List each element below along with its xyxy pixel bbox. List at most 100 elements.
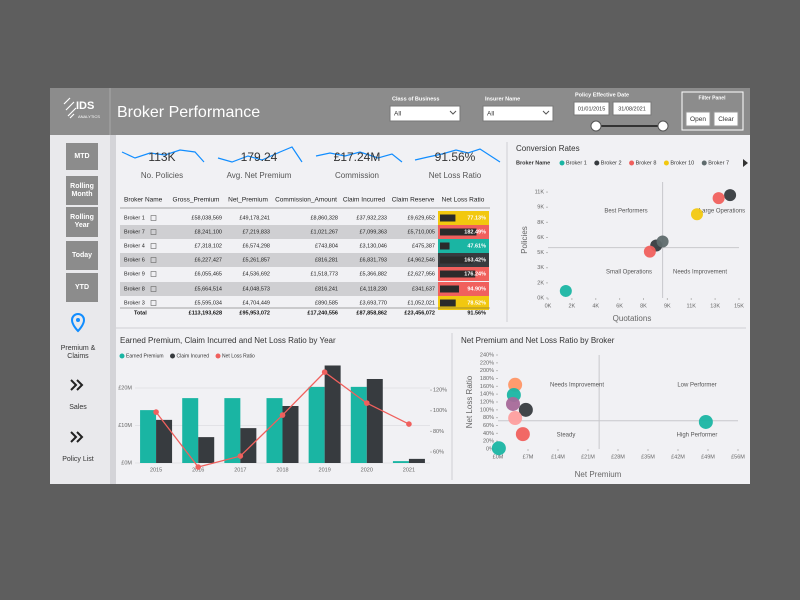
expand-icon[interactable] [150, 257, 157, 263]
table-cell: £37,932,233 [356, 215, 387, 221]
bar [282, 405, 299, 463]
loss-ratio-bar [440, 256, 473, 264]
y-tick-label: £10M [118, 423, 132, 429]
kpi-value: 91.56% [435, 150, 476, 164]
legend-swatch [215, 353, 221, 359]
y-tick-label: 9K [537, 205, 544, 211]
y2-tick-label: 60% [433, 450, 444, 456]
period-button[interactable]: Today [66, 241, 98, 270]
period-button[interactable]: MTD [66, 143, 98, 170]
x-tick-label: 8K [640, 303, 647, 309]
legend-swatch [701, 160, 707, 166]
loss-ratio-bar [440, 214, 456, 222]
bar [366, 378, 383, 463]
table-row [120, 282, 438, 296]
table-cell: £6,227,427 [194, 257, 222, 263]
period-button[interactable]: YTD [66, 273, 98, 302]
table-cell: £4,962,546 [407, 257, 435, 263]
date-slider-handle[interactable] [657, 120, 669, 132]
total-cell: 91.56% [467, 310, 486, 316]
date-slider-handle[interactable] [590, 120, 602, 132]
table-cell: £1,021,267 [310, 229, 338, 235]
bar [392, 461, 409, 463]
date-input[interactable] [612, 101, 652, 116]
x-tick-label: 6K [616, 303, 623, 309]
expand-icon[interactable] [150, 286, 157, 292]
y-tick-label: 100% [480, 407, 494, 413]
filter-dropdown[interactable] [389, 105, 461, 122]
legend-scroll-arrow[interactable] [743, 159, 748, 167]
table-cell: £1,518,773 [310, 271, 338, 277]
y-tick-label: 20% [483, 439, 494, 445]
date-value: 01/01/2015 [578, 106, 606, 112]
filter-panel-button-label: Open [690, 116, 706, 123]
nav-link[interactable]: Premium & Claims [60, 345, 96, 360]
page-title: Broker Performance [117, 104, 260, 121]
logo: IDS [76, 100, 94, 112]
table-cell: £7,318,102 [194, 243, 222, 249]
table-cell: £8,860,328 [310, 215, 338, 221]
legend-label: Broker 7 [708, 160, 729, 166]
expand-icon[interactable] [150, 271, 157, 277]
y-tick-label: 140% [480, 392, 494, 398]
table-cell: £58,038,569 [191, 215, 222, 221]
x-tick-label: 2015 [150, 467, 162, 473]
filter-dropdown[interactable] [482, 105, 554, 122]
y-tick-label: 2K [537, 280, 544, 286]
x-axis-title: Quotations [613, 314, 652, 323]
x-tick-label: 2021 [403, 467, 415, 473]
data-point [690, 208, 703, 221]
table-cell: £5,261,857 [242, 257, 270, 263]
y-tick-label: 120% [480, 399, 494, 405]
table-cell: Broker 9 [124, 271, 145, 277]
chart-title: Earned Premium, Claim Incurred and Net L… [120, 336, 336, 345]
data-point [712, 192, 725, 205]
line-point [321, 369, 328, 375]
line-point [279, 412, 286, 418]
legend-label: Earned Premium [126, 353, 164, 359]
x-tick-label: 2020 [361, 467, 373, 473]
loss-ratio-value: 182.49% [464, 229, 486, 235]
sparklines [121, 146, 501, 163]
filter-panel-button-label: Clear [718, 116, 734, 123]
expand-icon[interactable] [150, 243, 157, 249]
chart-title: Net Premium and Net Loss Ratio by Broker [461, 336, 615, 345]
y2-tick-label: 80% [433, 429, 444, 435]
y2-tick-label: 100% [433, 408, 447, 414]
column-header: Net_Premium [228, 197, 268, 204]
quadrant-label: Needs Improvement [673, 270, 727, 276]
data-point [559, 284, 572, 297]
date-input[interactable] [573, 101, 610, 116]
x-tick-label: 0K [545, 303, 552, 309]
nav-link[interactable]: Policy List [62, 455, 94, 463]
quadrant-label: Steady [557, 433, 576, 439]
loss-ratio-bar [440, 242, 450, 250]
quadrant-label: Small Operations [606, 270, 652, 276]
table-cell: £4,704,449 [242, 300, 270, 306]
data-point [698, 414, 713, 429]
period-button[interactable]: Rolling Month [66, 176, 98, 205]
table-row [120, 211, 438, 225]
expand-icon[interactable] [150, 215, 157, 221]
legend-label: Broker 1 [566, 160, 587, 166]
filter-panel-button[interactable] [685, 111, 711, 127]
y-tick-label: 240% [480, 352, 494, 358]
data-point [491, 441, 506, 456]
table-cell: £5,664,514 [194, 286, 222, 292]
bar [240, 428, 257, 463]
nav-link[interactable]: Sales [69, 403, 87, 411]
legend-label: Broker 8 [636, 160, 657, 166]
table-cell: £5,366,882 [359, 271, 387, 277]
kpi-value: 113K [148, 150, 175, 164]
x-tick-label: 4K [592, 303, 599, 309]
expand-icon[interactable] [150, 300, 157, 306]
y-tick-label: 80% [483, 415, 494, 421]
expand-icon[interactable] [150, 229, 157, 235]
filter-panel-button[interactable] [713, 111, 739, 127]
sidebar-shadow [110, 135, 116, 484]
table-cell: £4,048,573 [242, 286, 270, 292]
period-button[interactable]: Rolling Year [66, 207, 98, 237]
dropdown-chevron [449, 110, 457, 115]
data-point [508, 377, 523, 392]
